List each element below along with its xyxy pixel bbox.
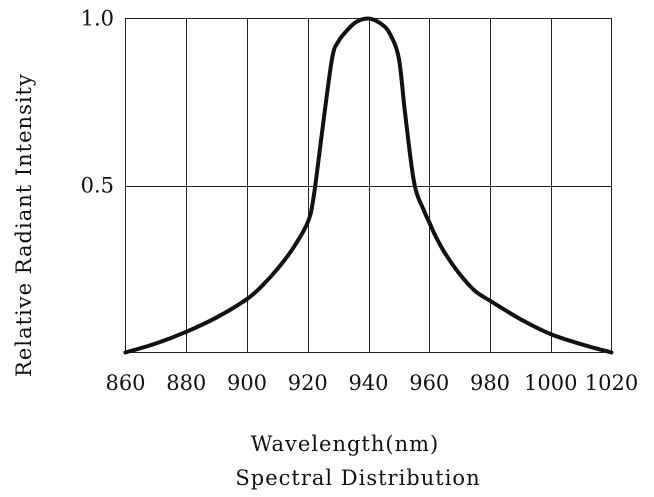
x-tick-label: 920 <box>288 371 328 395</box>
x-tick-label: 900 <box>227 371 267 395</box>
grid <box>125 18 612 353</box>
y-tick-label: 1.0 <box>81 7 114 31</box>
chart-subtitle: Spectral Distribution <box>235 466 480 490</box>
x-tick-labels: 860 880 900 920 940 960 980 1000 1020 <box>105 371 638 395</box>
x-axis-label: Wavelength(nm) <box>251 432 439 456</box>
x-tick-label: 880 <box>166 371 206 395</box>
series-group <box>123 16 614 355</box>
y-tick-labels: 0.5 1.0 <box>81 7 114 198</box>
x-tick-label: 1020 <box>585 371 638 395</box>
x-tick-label: 860 <box>105 371 145 395</box>
x-tick-label: 1000 <box>524 371 577 395</box>
y-axis-label: Relative Radiant Intensity <box>12 73 36 377</box>
series-line-relative-intensity <box>123 16 614 355</box>
x-tick-label: 960 <box>409 371 449 395</box>
plot-frame <box>125 18 612 353</box>
x-tick-label: 980 <box>470 371 510 395</box>
y-tick-label: 0.5 <box>81 174 114 198</box>
x-tick-label: 940 <box>348 371 388 395</box>
